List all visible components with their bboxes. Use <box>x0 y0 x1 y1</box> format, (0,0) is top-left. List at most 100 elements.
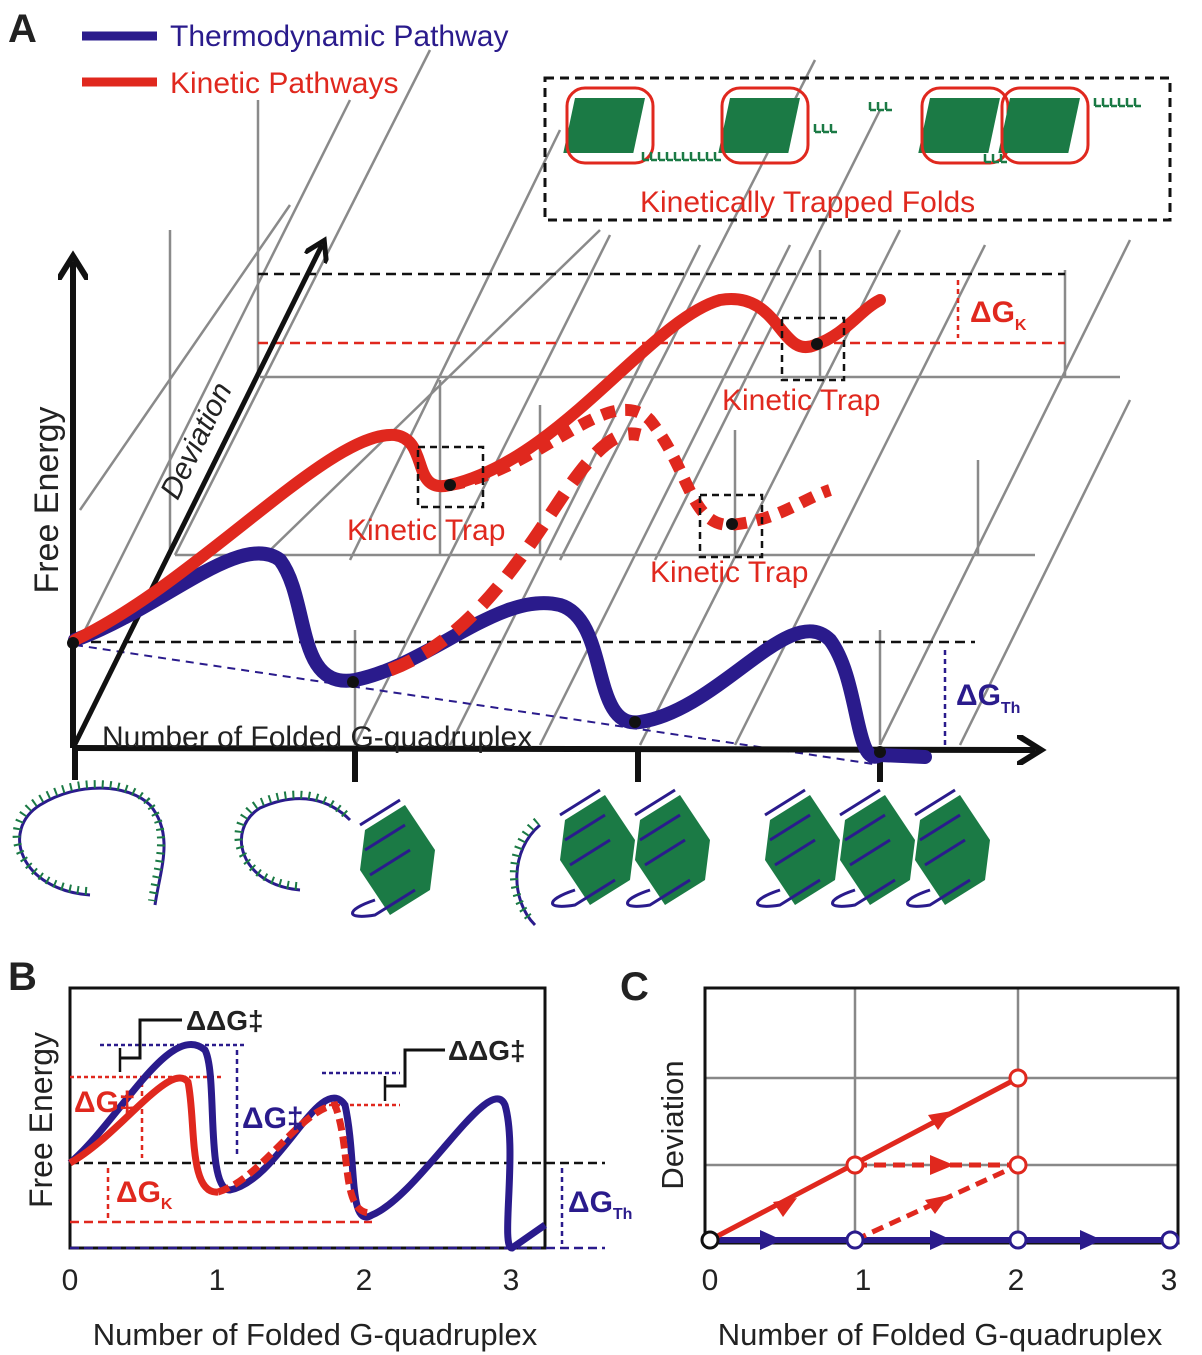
trap-label: Kinetic Trap <box>650 556 808 589</box>
base-ticks <box>993 154 999 162</box>
base-ticks <box>651 152 657 160</box>
x-axis-title: Number of Folded G-quadruplex <box>93 1317 538 1352</box>
base-ticks <box>691 152 697 160</box>
quadruplex <box>918 98 1000 153</box>
x-ticks: 0 1 2 3 <box>702 1264 1178 1297</box>
base-ticks <box>1103 98 1109 106</box>
strand-illustrations <box>17 784 990 925</box>
base-ticks <box>823 124 829 132</box>
delta-g-k: ΔGK <box>116 1176 173 1213</box>
base-ticks <box>659 152 665 160</box>
quadruplex <box>915 795 990 905</box>
x-axis-title: Number of Folded G-quadruplex <box>102 721 532 754</box>
base-ticks <box>870 102 876 110</box>
panel-label: B <box>8 955 37 999</box>
delta-g-k: ΔGK <box>970 296 1027 334</box>
strand <box>241 799 350 890</box>
quadruplex <box>360 805 435 915</box>
inset-folds <box>563 88 1141 163</box>
circle-shape <box>1010 1232 1026 1248</box>
strand-bases <box>514 821 537 921</box>
delta-g-th: ΔGTh <box>568 1186 632 1223</box>
path-shape <box>760 1230 782 1250</box>
x-tick-label: 1 <box>209 1264 226 1297</box>
circle-shape <box>1010 1157 1026 1173</box>
legend-entry: Kinetic Pathways <box>170 67 398 100</box>
panel-label: A <box>8 7 37 51</box>
ddg-label: ΔΔG‡ <box>448 1035 526 1066</box>
strand-bases <box>17 784 161 901</box>
subscript: Th <box>613 1206 633 1223</box>
base-ticks <box>1135 98 1141 106</box>
dg-barrier: ΔG‡ <box>242 1102 304 1135</box>
symbol: ΔG <box>956 679 1001 712</box>
base-ticks <box>1127 98 1133 106</box>
circle-shape <box>67 637 79 649</box>
subscript: Th <box>1001 700 1021 717</box>
base-ticks <box>878 102 884 110</box>
x-tick-label: 0 <box>62 1264 79 1297</box>
kinetic-pathway-branch <box>450 410 830 525</box>
path-shape <box>928 1111 952 1130</box>
base-ticks <box>667 152 673 160</box>
symbol: ΔG <box>970 296 1015 329</box>
base-ticks <box>815 124 821 132</box>
quadruplex <box>560 795 635 905</box>
base-ticks <box>1095 98 1101 106</box>
inset-title: Kinetically Trapped Folds <box>640 186 975 219</box>
strand <box>20 788 164 905</box>
quadruplex <box>765 795 840 905</box>
y-axis-title: Deviation <box>655 1060 690 1189</box>
base-ticks <box>683 152 689 160</box>
delta-g-th: ΔGTh <box>956 679 1020 717</box>
circle-shape <box>874 746 886 758</box>
circle-shape <box>629 716 641 728</box>
leader <box>385 1050 445 1086</box>
state-markers <box>702 1070 1178 1248</box>
x-tick-label: 1 <box>855 1264 872 1297</box>
circle-shape <box>702 1232 718 1248</box>
quadruplex <box>563 98 645 153</box>
base-ticks <box>831 124 837 132</box>
subscript: K <box>161 1196 173 1213</box>
ddg-label: ΔΔG‡ <box>186 1005 264 1036</box>
x-tick-label: 0 <box>702 1264 719 1297</box>
arrowheads <box>760 1111 1102 1250</box>
path-shape <box>930 1155 954 1175</box>
quadruplex <box>998 98 1080 153</box>
base-ticks <box>707 152 713 160</box>
circle-shape <box>847 1232 863 1248</box>
base-ticks <box>1119 98 1125 106</box>
base-ticks <box>985 154 991 162</box>
quadruplex <box>840 795 915 905</box>
symbol: ΔG <box>568 1186 613 1219</box>
circle-shape <box>347 676 359 688</box>
page: G-quadruplex folding pathways html, body… <box>0 0 1202 1355</box>
base-ticks <box>715 152 721 160</box>
dg-barrier: ΔG‡ <box>74 1086 136 1119</box>
trap-label: Kinetic Trap <box>347 514 505 547</box>
x-tick-label: 2 <box>1008 1264 1025 1297</box>
x-tick-label: 3 <box>1161 1264 1178 1297</box>
trap-label: Kinetic Trap <box>722 384 880 417</box>
circle-shape <box>726 518 738 530</box>
circle-shape <box>1010 1070 1026 1086</box>
path-shape <box>930 1230 952 1250</box>
base-ticks <box>1111 98 1117 106</box>
quadruplex <box>635 795 710 905</box>
base-ticks <box>675 152 681 160</box>
x-tick-label: 2 <box>356 1264 373 1297</box>
quadruplex <box>718 98 800 153</box>
base-ticks <box>699 152 705 160</box>
path-shape <box>1080 1230 1102 1250</box>
kinetic-path <box>710 1078 1018 1240</box>
panel-label: C <box>620 965 649 1009</box>
base-ticks <box>886 102 892 110</box>
path-shape <box>925 1195 949 1214</box>
figure: A Thermodynamic Pathway Kinetic Pathways… <box>0 0 1202 1355</box>
grid-line <box>450 245 700 745</box>
y-axis-title: Free Energy <box>28 406 66 593</box>
legend-entry: Thermodynamic Pathway <box>170 20 508 53</box>
circle-shape <box>444 479 456 491</box>
